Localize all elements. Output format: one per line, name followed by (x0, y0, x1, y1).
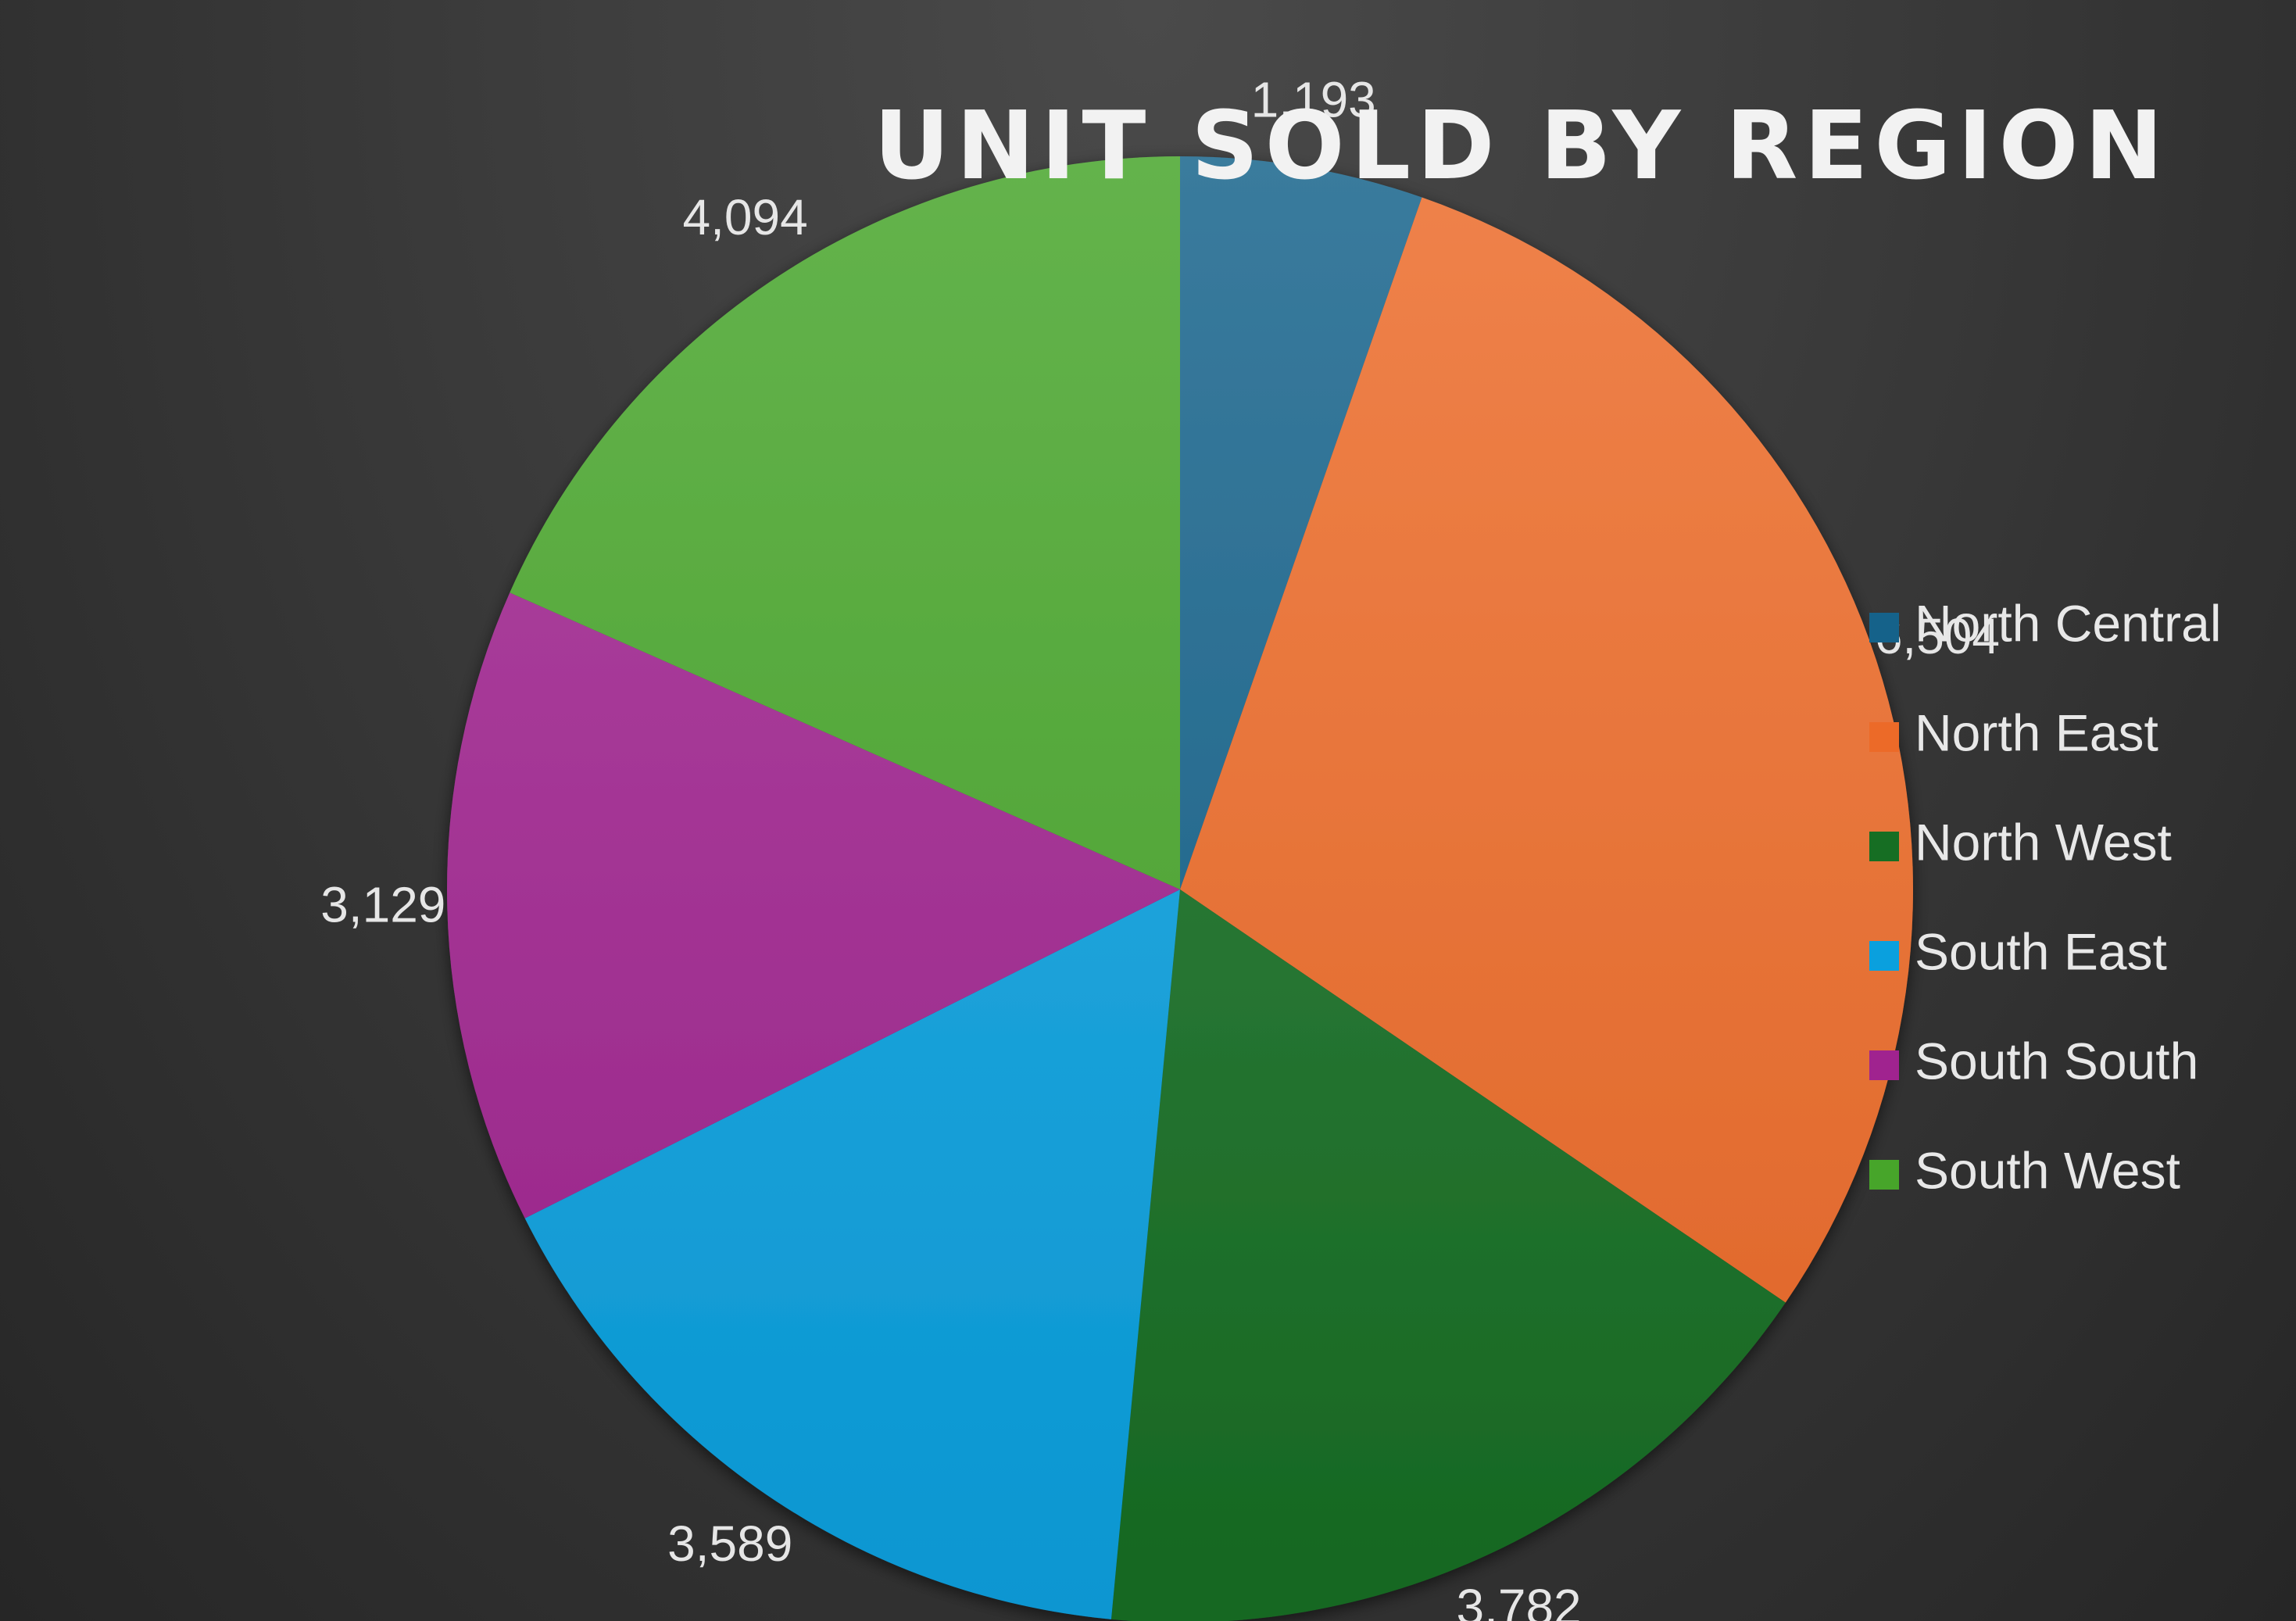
legend-item-north-central: North Central (1869, 594, 2222, 652)
pie-slice-south-west (510, 156, 1180, 889)
data-label-south-east: 3,589 (667, 1515, 792, 1572)
legend-label-north-west: North West (1915, 813, 2172, 871)
legend-label-north-central: North Central (1915, 594, 2222, 652)
legend-item-north-west: North West (1869, 813, 2172, 871)
legend-item-north-east: North East (1869, 703, 2158, 761)
legend: North Central North East North West South E… (1869, 594, 2222, 1199)
pie-slices (446, 156, 1913, 1621)
legend-label-north-east: North East (1915, 703, 2158, 761)
pie-slice-north-central (1180, 156, 1422, 889)
chart-title: UNIT SOLD BY REGION (874, 92, 2169, 201)
legend-swatch-north-central (1869, 613, 1899, 642)
data-label-south-south: 3,129 (320, 877, 445, 933)
pie-slice-north-east (1180, 197, 1913, 1303)
legend-swatch-south-east (1869, 941, 1899, 971)
legend-label-south-west: South West (1915, 1141, 2180, 1199)
pie-slice-south-south (446, 592, 1180, 1218)
data-label-north-west: 3,782 (1456, 1579, 1581, 1621)
legend-swatch-north-west (1869, 832, 1899, 861)
legend-item-south-west: South West (1869, 1141, 2180, 1199)
legend-item-south-south: South South (1869, 1032, 2198, 1090)
legend-swatch-north-east (1869, 722, 1899, 752)
data-label-north-central: 1,193 (1251, 71, 1376, 127)
pie-slice-south-east (524, 889, 1180, 1619)
data-label-south-west: 4,094 (683, 189, 808, 245)
legend-swatch-south-south (1869, 1050, 1899, 1080)
legend-label-south-east: South East (1915, 922, 2167, 980)
legend-item-south-east: South East (1869, 922, 2167, 980)
legend-label-south-south: South South (1915, 1032, 2198, 1090)
pie-slice-north-west (1110, 889, 1786, 1621)
legend-swatch-south-west (1869, 1160, 1899, 1190)
